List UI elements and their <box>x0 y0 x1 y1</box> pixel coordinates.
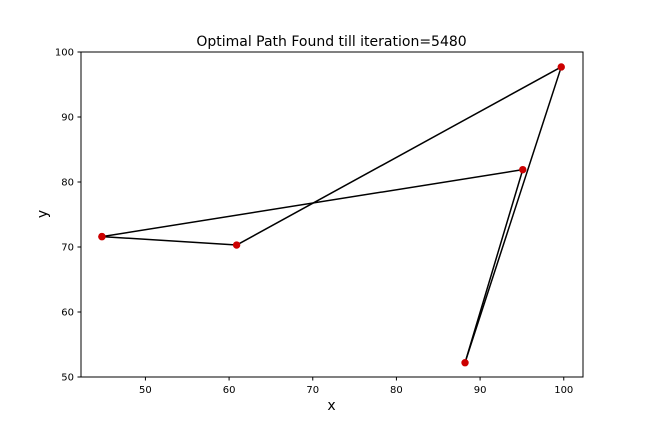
y-tick-label: 70 <box>61 243 74 254</box>
x-tick-label: 100 <box>554 385 573 396</box>
plot-area <box>98 63 565 367</box>
path-node-point <box>461 359 469 367</box>
plot-frame <box>80 51 584 378</box>
path-node-point <box>557 63 565 71</box>
x-tick-label: 50 <box>139 385 152 396</box>
path-segment <box>464 169 524 363</box>
y-tick-label: 80 <box>61 178 74 189</box>
x-tick-label: 70 <box>306 385 319 396</box>
y-tick-label: 60 <box>61 308 74 319</box>
x-tick-label: 90 <box>474 385 487 396</box>
path-node-point <box>519 165 527 174</box>
axis-ticks: 50 60 70 80 90 100 50 60 70 80 90 100 <box>55 48 573 397</box>
path-node-point <box>232 241 241 249</box>
y-axis-label: y <box>35 210 51 218</box>
path-segment <box>464 66 562 363</box>
chart-title: Optimal Path Found till iteration=5480 <box>196 34 466 50</box>
y-tick-label: 50 <box>61 373 74 384</box>
path-segment <box>101 235 237 246</box>
x-tick-label: 60 <box>223 385 236 396</box>
y-tick-label: 90 <box>61 113 74 124</box>
x-axis-label: x <box>327 398 335 414</box>
path-segment <box>101 168 523 238</box>
y-tick-label: 100 <box>55 48 74 59</box>
path-node-point <box>98 232 106 241</box>
path-segment <box>236 66 562 246</box>
x-tick-label: 80 <box>390 385 403 396</box>
